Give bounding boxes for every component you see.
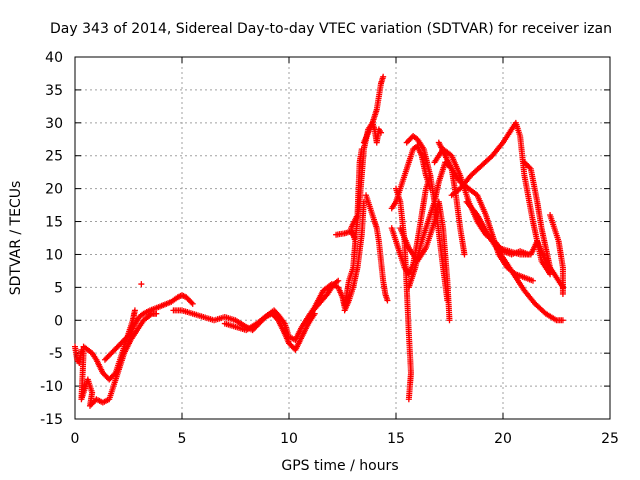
- data-point: [559, 290, 566, 297]
- x-tick-label: 20: [494, 431, 512, 447]
- series-late-up: [521, 159, 554, 271]
- y-tick-label: -15: [40, 412, 63, 428]
- x-tick-label: 15: [387, 431, 405, 447]
- series-outlier: [138, 281, 145, 288]
- data-point: [138, 281, 145, 288]
- y-tick-label: -10: [40, 379, 63, 395]
- data-point: [380, 73, 387, 80]
- x-axis-label: GPS time / hours: [281, 458, 398, 474]
- y-tick-label: 20: [45, 182, 63, 198]
- grid-lines: [75, 57, 610, 419]
- y-tick-label: 40: [45, 50, 63, 66]
- data-point: [405, 396, 412, 403]
- series-lower-13: [341, 198, 367, 314]
- data-point: [378, 129, 385, 136]
- data-point: [153, 310, 160, 317]
- y-tick-label: -5: [49, 346, 63, 362]
- data-point: [444, 297, 451, 304]
- series-fall-17: [403, 132, 451, 304]
- series-ridge-23: [478, 225, 566, 324]
- data-point: [360, 198, 367, 205]
- series-mid-15-b: [388, 142, 434, 212]
- series-rise-to-5: [101, 292, 196, 363]
- y-tick-label: 25: [45, 149, 63, 165]
- x-tick-label: 25: [601, 431, 619, 447]
- y-axis-label: SDTVAR / TECUs: [8, 181, 24, 296]
- data-point: [446, 317, 453, 324]
- data-point: [526, 164, 533, 171]
- chart-title: Day 343 of 2014, Sidereal Day-to-day VTE…: [50, 21, 612, 37]
- x-tick-label: 0: [71, 431, 80, 447]
- data-point: [547, 264, 554, 271]
- series-early-negative: [72, 310, 160, 409]
- data-point: [131, 307, 138, 314]
- data-point: [189, 300, 196, 307]
- y-tick-label: 5: [54, 280, 63, 296]
- y-tick-label: 30: [45, 116, 63, 132]
- data-point: [461, 251, 468, 258]
- data-point: [384, 297, 391, 304]
- y-tick-label: 15: [45, 215, 63, 231]
- series-mid-15-a: [388, 172, 434, 278]
- y-tick-label: 10: [45, 247, 63, 263]
- y-tick-label: 35: [45, 83, 63, 99]
- data-point: [188, 299, 195, 306]
- plot-frame: [74, 56, 611, 420]
- x-tick-labels: 0 5 10 15 20 25: [71, 431, 619, 447]
- series-end-22: [547, 211, 566, 297]
- data-point: [335, 277, 342, 284]
- x-tick-label: 10: [280, 431, 298, 447]
- data-series: [72, 73, 566, 409]
- data-point: [111, 371, 118, 378]
- axis-ticks: [74, 56, 611, 420]
- series-band-13-14: [360, 119, 385, 146]
- series-fall-14: [363, 192, 391, 304]
- y-tick-labels: -15 -10 -5 0 5 10 15 20 25 30 35 40: [40, 50, 63, 428]
- x-tick-label: 5: [178, 431, 187, 447]
- y-tick-label: 0: [54, 313, 63, 329]
- data-point: [559, 317, 566, 324]
- data-point: [529, 277, 536, 284]
